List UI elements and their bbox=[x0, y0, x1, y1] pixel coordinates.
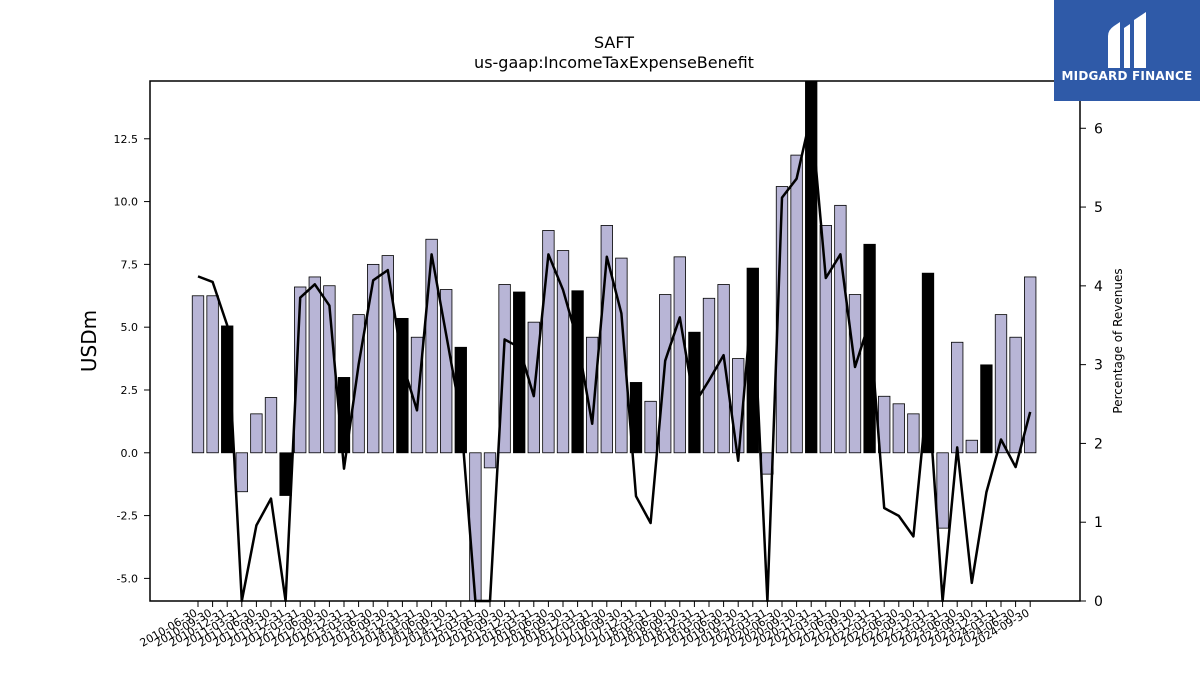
bar-2016-09-30 bbox=[556, 250, 570, 454]
bar-2011-03-31 bbox=[235, 452, 248, 493]
bar-2021-06-30 bbox=[834, 204, 847, 454]
y2-tick-label: 6 bbox=[1094, 121, 1103, 137]
bar-2011-06-30 bbox=[250, 413, 263, 454]
bar-2016-06-30 bbox=[542, 230, 555, 454]
y-tick-label: -2.5 bbox=[117, 510, 138, 523]
bar-2010-09-30 bbox=[206, 295, 219, 454]
bar-2023-09-30 bbox=[965, 439, 978, 454]
bar-2024-03-31 bbox=[994, 314, 1008, 454]
bar-2021-09-30 bbox=[848, 294, 862, 454]
y-tick-label: -5.0 bbox=[117, 572, 138, 585]
y-tick-label: 12.5 bbox=[114, 133, 139, 146]
bar-2022-09-30 bbox=[907, 413, 920, 454]
bar-2010-06-30 bbox=[191, 295, 205, 454]
bar-2014-06-30 bbox=[425, 238, 438, 454]
y-axis-label: USDm bbox=[77, 310, 101, 372]
bar-2015-12-31 bbox=[513, 291, 526, 454]
brand-logo: MIDGARD FINANCE bbox=[1054, 0, 1200, 101]
bar-2012-06-30 bbox=[308, 276, 321, 454]
y2-tick-label: 0 bbox=[1094, 594, 1103, 610]
bar-2011-09-30 bbox=[264, 397, 278, 454]
bar-2013-09-30 bbox=[381, 255, 394, 454]
bar-2011-12-31 bbox=[279, 452, 292, 496]
bar-2023-03-31 bbox=[936, 452, 949, 529]
bar-2023-12-31 bbox=[980, 364, 993, 454]
bar-2020-06-30 bbox=[775, 186, 789, 454]
bar-2023-06-30 bbox=[951, 341, 964, 454]
y2-tick-label: 2 bbox=[1094, 436, 1103, 452]
y2-tick-label: 1 bbox=[1094, 515, 1103, 531]
bar-2013-06-30 bbox=[367, 263, 380, 454]
bar-2015-03-31 bbox=[469, 452, 482, 602]
left-axis: -5.0 -2.5 0.0 2.5 5.0 7.5 10.0 12.5 bbox=[114, 133, 150, 585]
chart-subtitle: us-gaap:IncomeTaxExpenseBenefit bbox=[474, 53, 754, 72]
bar-2019-03-31 bbox=[702, 297, 716, 454]
bar-2024-09-30 bbox=[1024, 276, 1037, 454]
x-axis: 2010-06-302010-09-302010-12-312011-03-31… bbox=[138, 601, 1032, 650]
midgard-logo-icon bbox=[1108, 12, 1146, 68]
y-tick-label: 7.5 bbox=[121, 258, 139, 271]
bar-2012-03-31 bbox=[294, 286, 307, 454]
brand-name: MIDGARD FINANCE bbox=[1061, 69, 1193, 83]
plot-frame bbox=[149, 80, 1081, 602]
right-axis: 0 1 2 3 4 5 6 bbox=[1080, 121, 1103, 610]
bar-2017-06-30 bbox=[600, 225, 613, 454]
y2-tick-label: 5 bbox=[1094, 200, 1103, 216]
percentage-line bbox=[197, 112, 1032, 603]
bar-2022-06-30 bbox=[892, 403, 905, 454]
bar-series bbox=[191, 80, 1037, 602]
y-tick-label: 2.5 bbox=[121, 384, 139, 397]
bar-2020-09-30 bbox=[790, 154, 803, 454]
bar-2024-06-30 bbox=[1009, 336, 1022, 454]
bar-2013-03-31 bbox=[352, 314, 365, 454]
bar-2018-03-31 bbox=[644, 400, 657, 454]
bar-2016-12-31 bbox=[571, 290, 584, 454]
bar-2015-09-30 bbox=[498, 284, 511, 454]
bar-2018-12-31 bbox=[688, 331, 701, 454]
y-tick-label: 10.0 bbox=[114, 196, 139, 209]
y-tick-label: 5.0 bbox=[121, 321, 139, 334]
bar-2021-03-31 bbox=[819, 225, 832, 454]
bar-2014-12-31 bbox=[454, 346, 467, 454]
bar-2018-09-30 bbox=[673, 256, 686, 454]
bar-2019-06-30 bbox=[717, 284, 730, 454]
chart-title: SAFT bbox=[594, 33, 634, 52]
y2-axis-label: Percentage of Revenues bbox=[1111, 268, 1125, 413]
bar-2017-09-30 bbox=[615, 257, 628, 454]
y2-tick-label: 4 bbox=[1094, 279, 1103, 295]
y-tick-label: 0.0 bbox=[121, 447, 139, 460]
bar-2022-12-31 bbox=[921, 272, 935, 454]
bar-2021-12-31 bbox=[863, 243, 876, 454]
bar-2015-06-30 bbox=[483, 452, 497, 469]
y2-tick-label: 3 bbox=[1094, 358, 1103, 374]
